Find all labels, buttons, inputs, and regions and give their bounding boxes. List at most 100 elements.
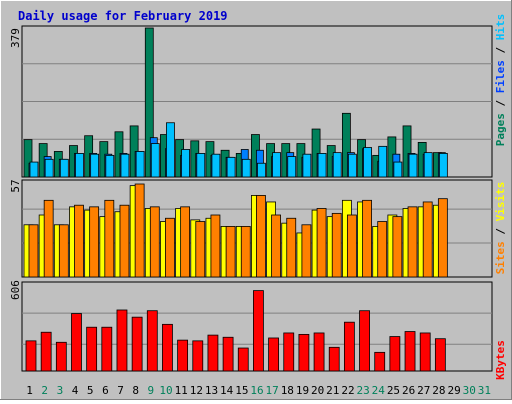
- x-label-11: 11: [175, 384, 188, 397]
- x-label-18: 18: [281, 384, 294, 397]
- kbytes-bar-9: [146, 310, 158, 372]
- x-label-6: 6: [102, 384, 109, 397]
- x-label-7: 7: [117, 384, 124, 397]
- visits-bar-22: [346, 214, 357, 278]
- x-label-1: 1: [26, 384, 33, 397]
- kbytes-bar-20: [313, 332, 325, 372]
- hits-bar-10: [166, 122, 175, 178]
- hits-bar-1: [29, 161, 39, 178]
- legend-kbytes: KBytes: [494, 340, 507, 380]
- kbytes-bar-27: [419, 332, 431, 372]
- legend-separator: /: [494, 93, 507, 113]
- legend-top-text: Pages / Files / Hits: [494, 14, 507, 147]
- kbytes-bar-25: [389, 336, 401, 372]
- x-label-16: 16: [250, 384, 263, 397]
- hits-bar-28: [438, 153, 448, 178]
- visits-bar-28: [437, 198, 448, 278]
- visits-bar-17: [271, 214, 281, 278]
- hits-bar-25: [393, 161, 403, 178]
- kbytes-bar-8: [131, 316, 143, 372]
- visits-bar-16: [256, 195, 266, 278]
- x-label-8: 8: [132, 384, 139, 397]
- kbytes-bar-16: [253, 290, 264, 372]
- x-label-19: 19: [296, 384, 309, 397]
- visits-bar-1: [28, 224, 39, 278]
- x-label-23: 23: [357, 384, 370, 397]
- visits-bar-13: [210, 214, 221, 278]
- kbytes-bar-24: [374, 351, 386, 372]
- visits-bar-4: [74, 204, 84, 278]
- kbytes-bar-15: [237, 347, 249, 372]
- hits-bar-26: [408, 153, 418, 178]
- kbytes-bar-10: [162, 323, 173, 372]
- x-label-4: 4: [72, 384, 79, 397]
- visits-bar-11: [180, 206, 191, 278]
- legend-mid-text: Sites / Visits: [494, 182, 507, 275]
- visits-bar-12: [195, 221, 206, 278]
- x-label-29: 29: [447, 384, 460, 397]
- kbytes-bar-19: [298, 333, 310, 372]
- y-max-label-visits: 57: [9, 179, 22, 192]
- kbytes-bar-6: [101, 326, 113, 372]
- x-label-2: 2: [41, 384, 48, 397]
- hits-bar-17: [272, 152, 281, 178]
- hits-bar-19: [302, 153, 312, 178]
- visits-bar-9: [149, 206, 160, 278]
- hits-bar-7: [120, 153, 130, 178]
- visits-bar-21: [331, 212, 342, 278]
- legend-visits: Visits: [494, 182, 507, 222]
- hits-bar-12: [196, 153, 206, 178]
- visits-bar-20: [316, 208, 327, 278]
- kbytes-bar-14: [222, 336, 234, 372]
- legend-separator: /: [494, 221, 507, 241]
- hits-bar-14: [226, 156, 236, 178]
- hits-bar-15: [241, 158, 251, 178]
- hits-bar-4: [75, 153, 84, 178]
- visits-bar-19: [301, 224, 312, 278]
- x-label-30: 30: [463, 384, 476, 397]
- x-axis-labels: 1 2 3 4 5 6 7 8 9 10 11 12 13 14 15 16 17 18 19 20 21 22 23 24 2…: [26, 384, 491, 397]
- x-label-31: 31: [478, 384, 491, 397]
- visits-bar-3: [58, 224, 69, 278]
- kbytes-bar-22: [343, 321, 355, 372]
- kbytes-bar-11: [177, 339, 189, 372]
- x-label-24: 24: [372, 384, 386, 397]
- pages-bar-9: [144, 27, 154, 178]
- x-label-5: 5: [87, 384, 94, 397]
- hits-bar-2: [44, 158, 54, 178]
- x-label-15: 15: [235, 384, 248, 397]
- y-max-label-hits: 379: [9, 28, 22, 48]
- visits-bar-23: [362, 199, 372, 278]
- hits-bar-18: [287, 156, 297, 178]
- kbytes-bar-12: [192, 340, 204, 372]
- visits-bar-27: [422, 201, 433, 278]
- x-label-12: 12: [190, 384, 203, 397]
- hits-bar-5: [90, 153, 100, 178]
- kbytes-bar-23: [359, 310, 370, 372]
- visits-bar-18: [286, 217, 297, 278]
- hits-bar-6: [105, 154, 115, 178]
- hits-bar-3: [59, 158, 69, 178]
- hits-bar-20: [317, 153, 327, 178]
- hits-bar-24: [378, 145, 388, 178]
- kbytes-bar-17: [268, 337, 279, 372]
- visits-bar-2: [43, 199, 54, 278]
- hits-bar-8: [135, 151, 145, 178]
- x-label-14: 14: [220, 384, 234, 397]
- visits-bar-24: [377, 221, 388, 278]
- hits-bar-11: [181, 149, 191, 178]
- pages-bar-26: [402, 125, 412, 178]
- kbytes-bar-18: [283, 332, 295, 372]
- x-label-3: 3: [57, 384, 64, 397]
- legend-kbytes: KBytes: [494, 340, 507, 380]
- visits-bar-7: [119, 204, 130, 278]
- pages-bar-22: [341, 112, 351, 178]
- visits-bar-15: [240, 226, 251, 278]
- legend-files: Files: [494, 60, 507, 93]
- legend-sites: Sites: [494, 241, 507, 274]
- x-label-26: 26: [402, 384, 415, 397]
- legend-sites-visits: Sites / Visits: [494, 182, 507, 275]
- kbytes-bar-7: [116, 309, 128, 372]
